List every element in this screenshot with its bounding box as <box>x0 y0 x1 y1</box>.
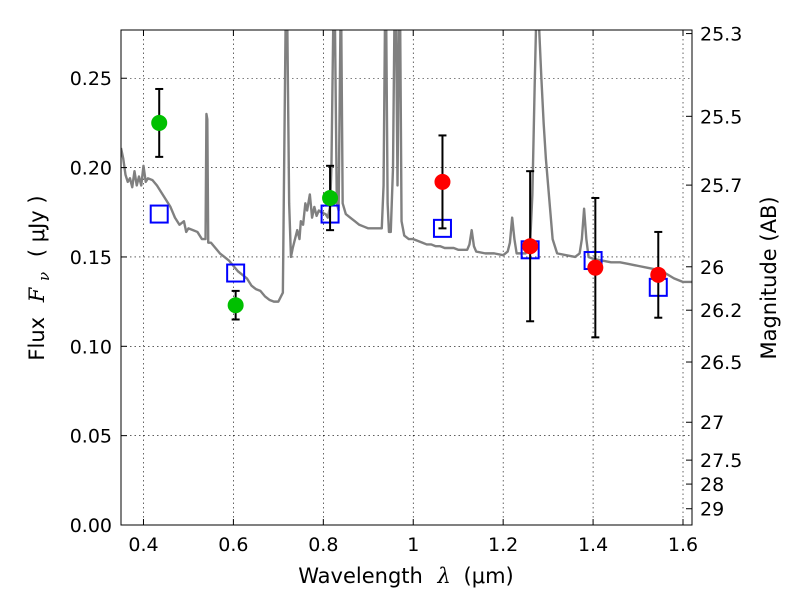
x-tick-label: 0.4 <box>128 534 158 556</box>
observed-flux-point <box>650 266 667 283</box>
x-tick-label: 1.4 <box>578 534 608 556</box>
y-tick-label: 0.25 <box>70 68 112 90</box>
y-axis-label: Flux F ν ( μJy ) <box>25 195 54 360</box>
observed-flux-point <box>322 189 339 206</box>
y-axis-label-symbol: F <box>25 286 49 303</box>
x-tick-label: 1 <box>407 534 419 556</box>
observed-flux-point <box>151 114 168 131</box>
observed-flux-point <box>587 259 604 276</box>
plot-area <box>121 30 692 339</box>
y2-tick-label: 26.5 <box>700 352 742 374</box>
y2-tick-label: 25.5 <box>700 106 742 128</box>
y2-tick-label: 26 <box>700 257 724 279</box>
y2-tick-label: 25.7 <box>700 175 742 197</box>
plot-frame <box>120 29 693 526</box>
y-tick-label: 0.05 <box>70 426 112 448</box>
x-axis-label: Wavelength λ (μm) <box>298 564 513 588</box>
x-axis-label-symbol: λ <box>437 564 451 588</box>
y2-axis: 25.3 25.5 25.7 26 26.2 26.5 27 27.528 29 <box>686 24 742 521</box>
observed-flux-point <box>227 297 244 314</box>
y-axis-label-subscript: ν <box>35 272 53 281</box>
y2-tick-label: 28 <box>700 474 724 496</box>
model-flux-square <box>149 204 169 224</box>
y2-tick-label: 26.2 <box>700 300 742 322</box>
y2-tick-label: 27.5 <box>700 450 742 472</box>
x-tick-label: 0.8 <box>308 534 338 556</box>
x-axis-label-text: Wavelength <box>298 564 423 588</box>
spectrum-line <box>121 30 692 303</box>
y-axis-label-unit: ( μJy ) <box>25 195 49 257</box>
y-tick-label: 0.20 <box>70 158 112 180</box>
observed-flux-point <box>522 238 539 255</box>
x-tick-label: 1.2 <box>488 534 518 556</box>
y-tick-label: 0.15 <box>70 247 112 269</box>
y2-tick-label: 25.3 <box>700 24 742 46</box>
y-tick-label: 0.10 <box>70 336 112 358</box>
model-flux-square <box>226 263 246 283</box>
y-axis-label-text: Flux <box>25 317 49 361</box>
y-axis: 0.00 0.05 0.10 0.15 0.20 0.25 <box>70 68 127 537</box>
x-axis: 0.4 0.6 0.8 1 1.2 1.4 1.6 <box>128 30 698 556</box>
y2-tick-label: 29 <box>700 499 724 521</box>
x-axis-label-unit: (μm) <box>464 564 514 588</box>
y-tick-label: 0.00 <box>70 515 112 537</box>
observed-flux-point <box>434 173 451 190</box>
x-tick-label: 1.6 <box>668 534 698 556</box>
x-tick-label: 0.6 <box>218 534 248 556</box>
y2-axis-label: Magnitude (AB) <box>757 196 781 359</box>
y2-tick-label: 27 <box>700 412 724 434</box>
